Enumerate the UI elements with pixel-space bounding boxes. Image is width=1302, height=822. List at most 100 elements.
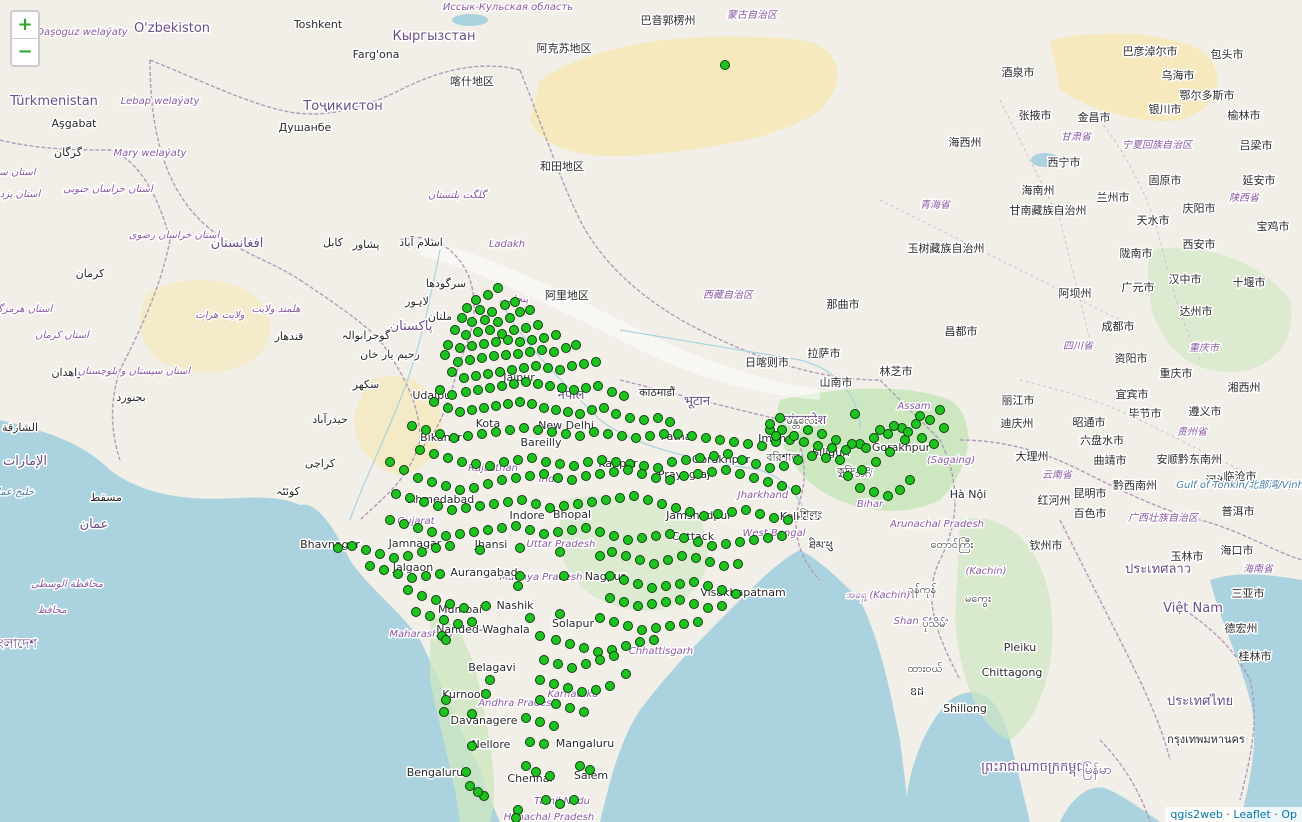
point-marker[interactable]: [555, 609, 565, 619]
point-marker[interactable]: [551, 405, 561, 415]
point-marker[interactable]: [661, 581, 671, 591]
point-marker[interactable]: [821, 453, 831, 463]
point-marker[interactable]: [545, 771, 555, 781]
point-marker[interactable]: [665, 475, 675, 485]
point-marker[interactable]: [499, 457, 509, 467]
point-marker[interactable]: [635, 555, 645, 565]
point-marker[interactable]: [643, 495, 653, 505]
point-marker[interactable]: [735, 469, 745, 479]
point-marker[interactable]: [533, 320, 543, 330]
point-marker[interactable]: [521, 713, 531, 723]
point-marker[interactable]: [695, 453, 705, 463]
point-marker[interactable]: [535, 675, 545, 685]
point-marker[interactable]: [471, 295, 481, 305]
point-marker[interactable]: [555, 459, 565, 469]
point-marker[interactable]: [447, 390, 457, 400]
point-marker[interactable]: [505, 425, 515, 435]
point-marker[interactable]: [467, 617, 477, 627]
point-marker[interactable]: [713, 509, 723, 519]
point-marker[interactable]: [469, 483, 479, 493]
point-marker[interactable]: [413, 473, 423, 483]
point-marker[interactable]: [653, 413, 663, 423]
point-marker[interactable]: [539, 655, 549, 665]
point-marker[interactable]: [611, 457, 621, 467]
point-marker[interactable]: [447, 505, 457, 515]
point-marker[interactable]: [539, 739, 549, 749]
point-marker[interactable]: [889, 421, 899, 431]
point-marker[interactable]: [835, 455, 845, 465]
point-marker[interactable]: [403, 551, 413, 561]
point-marker[interactable]: [511, 521, 521, 531]
point-marker[interactable]: [481, 689, 491, 699]
point-marker[interactable]: [651, 623, 661, 633]
point-marker[interactable]: [813, 441, 823, 451]
point-marker[interactable]: [467, 709, 477, 719]
point-marker[interactable]: [439, 615, 449, 625]
point-marker[interactable]: [385, 457, 395, 467]
point-marker[interactable]: [417, 547, 427, 557]
point-marker[interactable]: [689, 599, 699, 609]
point-marker[interactable]: [581, 523, 591, 533]
point-marker[interactable]: [629, 491, 639, 501]
point-marker[interactable]: [587, 405, 597, 415]
point-marker[interactable]: [541, 457, 551, 467]
point-marker[interactable]: [793, 455, 803, 465]
point-marker[interactable]: [481, 601, 491, 611]
point-marker[interactable]: [525, 305, 535, 315]
point-marker[interactable]: [557, 383, 567, 393]
point-marker[interactable]: [765, 463, 775, 473]
point-marker[interactable]: [461, 503, 471, 513]
point-marker[interactable]: [375, 549, 385, 559]
point-marker[interactable]: [621, 669, 631, 679]
point-marker[interactable]: [391, 489, 401, 499]
point-marker[interactable]: [609, 617, 619, 627]
point-marker[interactable]: [553, 659, 563, 669]
point-marker[interactable]: [483, 479, 493, 489]
point-marker[interactable]: [633, 601, 643, 611]
point-marker[interactable]: [467, 341, 477, 351]
point-marker[interactable]: [525, 471, 535, 481]
point-marker[interactable]: [637, 469, 647, 479]
point-marker[interactable]: [741, 505, 751, 515]
point-marker[interactable]: [569, 385, 579, 395]
point-marker[interactable]: [525, 613, 535, 623]
point-marker[interactable]: [467, 405, 477, 415]
point-marker[interactable]: [581, 659, 591, 669]
point-marker[interactable]: [407, 573, 417, 583]
point-marker[interactable]: [427, 527, 437, 537]
point-marker[interactable]: [555, 799, 565, 809]
point-marker[interactable]: [515, 307, 525, 317]
point-marker[interactable]: [559, 571, 569, 581]
point-marker[interactable]: [503, 497, 513, 507]
point-marker[interactable]: [567, 525, 577, 535]
point-marker[interactable]: [615, 493, 625, 503]
point-marker[interactable]: [555, 365, 565, 375]
point-marker[interactable]: [527, 335, 537, 345]
point-marker[interactable]: [617, 431, 627, 441]
point-marker[interactable]: [917, 433, 927, 443]
point-marker[interactable]: [637, 533, 647, 543]
point-marker[interactable]: [551, 635, 561, 645]
point-marker[interactable]: [537, 345, 547, 355]
point-marker[interactable]: [915, 411, 925, 421]
point-marker[interactable]: [935, 405, 945, 415]
point-marker[interactable]: [649, 559, 659, 569]
point-marker[interactable]: [765, 419, 775, 429]
point-marker[interactable]: [539, 469, 549, 479]
point-marker[interactable]: [445, 541, 455, 551]
point-marker[interactable]: [703, 581, 713, 591]
point-marker[interactable]: [687, 431, 697, 441]
point-marker[interactable]: [443, 403, 453, 413]
point-marker[interactable]: [727, 507, 737, 517]
point-marker[interactable]: [539, 333, 549, 343]
point-marker[interactable]: [443, 340, 453, 350]
zoom-in-button[interactable]: +: [17, 14, 33, 35]
point-marker[interactable]: [925, 415, 935, 425]
point-marker[interactable]: [635, 637, 645, 647]
point-marker[interactable]: [535, 695, 545, 705]
point-marker[interactable]: [563, 683, 573, 693]
point-marker[interactable]: [473, 787, 483, 797]
point-marker[interactable]: [547, 427, 557, 437]
point-marker[interactable]: [735, 537, 745, 547]
